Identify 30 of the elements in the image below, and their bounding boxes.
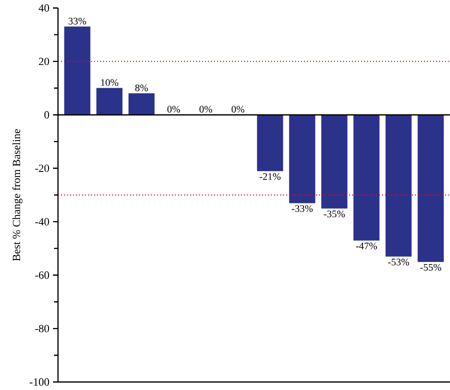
data-label: 0% bbox=[167, 106, 180, 113]
bar bbox=[289, 114, 316, 204]
bar bbox=[96, 88, 122, 116]
y-tick-label: 0 bbox=[44, 111, 50, 119]
bar bbox=[386, 114, 412, 257]
bar bbox=[128, 93, 155, 116]
data-label: 33% bbox=[68, 18, 86, 24]
y-tick-label: -80 bbox=[35, 324, 50, 332]
data-label: 0% bbox=[200, 106, 212, 113]
bar bbox=[353, 114, 380, 241]
data-label: -47% bbox=[356, 242, 377, 250]
data-label: 8% bbox=[135, 84, 148, 92]
data-label: -53% bbox=[388, 258, 410, 266]
data-label: 10% bbox=[101, 79, 118, 86]
y-tick-label: -20 bbox=[35, 164, 50, 172]
data-label: -33% bbox=[292, 205, 313, 212]
y-axis-title: Best % Change from Baseline bbox=[12, 129, 22, 261]
data-label: 0% bbox=[232, 106, 244, 113]
data-label: -35% bbox=[324, 210, 345, 218]
bar bbox=[257, 114, 284, 172]
y-tick-label: -60 bbox=[35, 271, 50, 279]
bar bbox=[321, 114, 348, 209]
y-tick-label: 20 bbox=[38, 58, 50, 66]
y-tick-label: -40 bbox=[35, 218, 50, 226]
data-label: -21% bbox=[260, 173, 281, 180]
y-tick-label: 40 bbox=[38, 4, 50, 12]
y-tick-label: -100 bbox=[30, 378, 50, 386]
bar bbox=[64, 26, 90, 116]
bar bbox=[418, 114, 444, 262]
data-label: -55% bbox=[420, 264, 442, 271]
